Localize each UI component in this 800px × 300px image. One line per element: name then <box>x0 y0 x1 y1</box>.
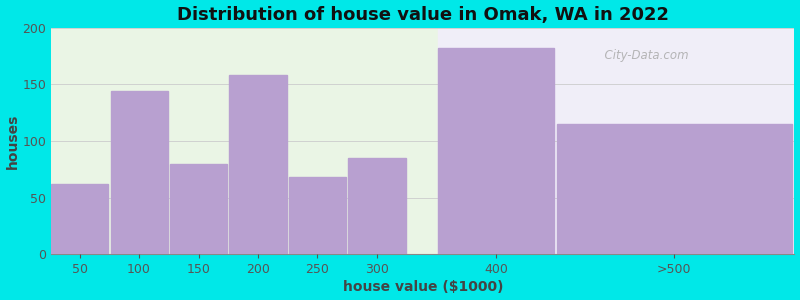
Bar <box>438 28 794 254</box>
Bar <box>438 48 554 254</box>
Bar <box>230 75 286 254</box>
Title: Distribution of house value in Omak, WA in 2022: Distribution of house value in Omak, WA … <box>177 6 669 24</box>
Y-axis label: houses: houses <box>6 113 19 169</box>
Bar <box>349 158 406 254</box>
X-axis label: house value ($1000): house value ($1000) <box>342 280 503 294</box>
Text: City-Data.com: City-Data.com <box>598 49 689 62</box>
Bar <box>289 177 346 254</box>
Bar <box>110 91 168 254</box>
Bar <box>557 124 792 254</box>
Bar <box>51 184 108 254</box>
Bar <box>170 164 227 254</box>
